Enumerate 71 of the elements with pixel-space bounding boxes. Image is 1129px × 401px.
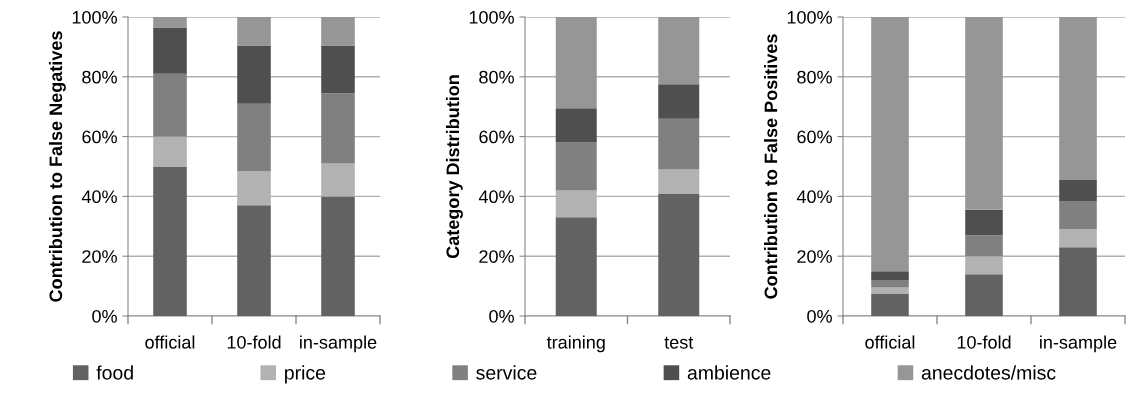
x-tick-label: official	[145, 335, 195, 349]
bar	[321, 17, 355, 46]
bar	[321, 196, 355, 316]
bar	[965, 235, 1003, 257]
bar	[153, 166, 187, 316]
bar	[555, 17, 597, 109]
bar	[153, 17, 187, 28]
y-tick-label: 60%	[797, 130, 832, 144]
bar	[871, 287, 909, 294]
bar	[658, 169, 700, 194]
y-tick-label: 40%	[478, 190, 514, 204]
y-tick-label: 80%	[797, 70, 832, 84]
x-tick-label: 10-fold	[957, 335, 1011, 349]
y-tick-label: 80%	[82, 70, 117, 84]
bar	[1059, 247, 1097, 316]
bar	[237, 103, 271, 171]
bar	[1059, 229, 1097, 248]
bar	[555, 217, 597, 316]
x-tick-label: in-sample	[1040, 335, 1117, 353]
legend-label: service	[476, 365, 537, 380]
legend-label: ambience	[687, 365, 771, 380]
legend-label: anecdotes/misc	[921, 365, 1056, 380]
bar	[321, 163, 355, 197]
bar	[658, 84, 700, 119]
y-tick-label: 100%	[469, 10, 514, 24]
y-tick-label: 0%	[807, 309, 832, 323]
bar	[871, 293, 909, 316]
y-axis-title: Contribution to False Positives	[764, 34, 778, 299]
bar	[153, 27, 187, 74]
legend-label: price	[285, 365, 326, 384]
bar	[555, 142, 597, 191]
legend-label: food	[96, 365, 133, 380]
bar	[871, 271, 909, 281]
y-tick-label: 100%	[72, 10, 117, 24]
bar	[153, 73, 187, 137]
bar	[1059, 200, 1097, 230]
x-tick-label: 10-fold	[227, 335, 281, 349]
x-tick-label: in-sample	[300, 335, 377, 353]
y-tick-label: 60%	[479, 130, 514, 144]
bar	[321, 93, 355, 164]
y-tick-label: 0%	[92, 309, 117, 323]
bar	[321, 45, 355, 94]
y-axis-title: Contribution to False Negatives	[48, 31, 66, 302]
y-tick-label: 80%	[479, 70, 514, 84]
y-tick-label: 20%	[82, 250, 117, 263]
bar	[871, 17, 909, 272]
bar	[965, 274, 1003, 316]
y-axis-title: Category Distribution	[445, 75, 463, 259]
bar	[237, 205, 271, 316]
bar	[153, 136, 187, 167]
bar	[965, 209, 1003, 236]
y-tick-label: 60%	[82, 130, 117, 144]
bar	[555, 108, 597, 143]
bar	[658, 17, 700, 85]
bar	[1059, 179, 1097, 201]
y-tick-label: 40%	[81, 190, 117, 204]
bar	[658, 193, 700, 316]
x-tick-label: test	[664, 336, 694, 349]
x-tick-label: training	[546, 335, 605, 353]
bar	[237, 45, 271, 104]
y-tick-label: 40%	[796, 190, 832, 204]
x-tick-label: official	[865, 335, 915, 349]
bar	[237, 17, 271, 46]
y-tick-label: 20%	[797, 250, 832, 263]
y-tick-label: 20%	[479, 250, 514, 263]
y-tick-label: 100%	[787, 10, 832, 24]
bar	[871, 280, 909, 288]
bar	[965, 17, 1003, 210]
y-tick-label: 0%	[489, 309, 514, 323]
bar	[1059, 17, 1097, 180]
bar	[658, 118, 700, 170]
